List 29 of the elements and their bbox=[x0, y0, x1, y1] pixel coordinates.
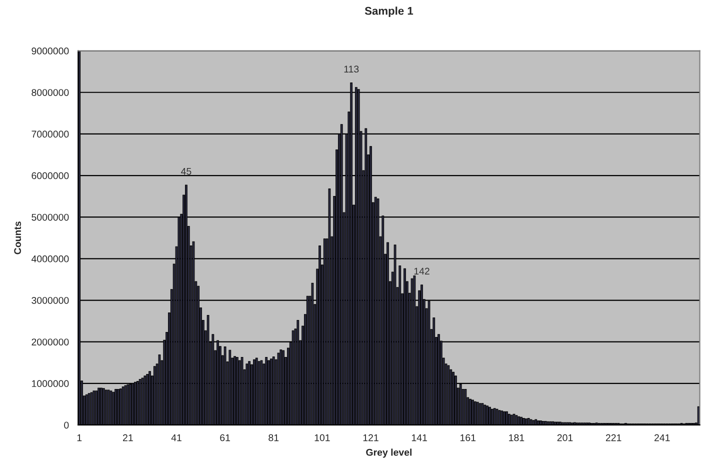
x-tick-label: 221 bbox=[606, 434, 622, 442]
y-tick-label: 3000000 bbox=[32, 296, 69, 304]
x-tick-label: 241 bbox=[654, 434, 670, 442]
y-tick-label: 7000000 bbox=[32, 130, 69, 138]
x-tick-label: 41 bbox=[171, 434, 182, 442]
y-tick-label: 2000000 bbox=[32, 338, 69, 346]
x-axis-title: Grey level bbox=[366, 448, 412, 458]
x-tick-label: 121 bbox=[363, 434, 378, 442]
x-tick-label: 201 bbox=[557, 434, 573, 442]
y-tick-label: 0 bbox=[64, 422, 69, 429]
x-tick-label: 21 bbox=[123, 434, 133, 442]
annotation: 45 bbox=[181, 168, 192, 175]
y-tick-label: 8000000 bbox=[32, 89, 69, 96]
y-tick-label: 4000000 bbox=[31, 255, 69, 262]
x-tick-label: 181 bbox=[509, 434, 524, 442]
chart-title: Sample 1 bbox=[364, 6, 414, 17]
x-tick-label: 1 bbox=[77, 434, 82, 442]
x-tick-label: 101 bbox=[314, 434, 330, 442]
annotation: 142 bbox=[414, 268, 430, 275]
y-tick-label: 6000000 bbox=[32, 172, 69, 180]
y-tick-label: 1000000 bbox=[32, 380, 69, 388]
x-tick-label: 61 bbox=[220, 434, 230, 442]
x-tick-label: 161 bbox=[460, 434, 476, 442]
x-tick-label: 141 bbox=[412, 434, 427, 442]
x-tick-label: 81 bbox=[268, 434, 279, 442]
y-axis-title: Counts bbox=[14, 222, 22, 254]
annotation: 113 bbox=[344, 66, 359, 73]
y-tick-label: 5000000 bbox=[32, 214, 69, 221]
y-tick-label: 9000000 bbox=[32, 48, 69, 54]
